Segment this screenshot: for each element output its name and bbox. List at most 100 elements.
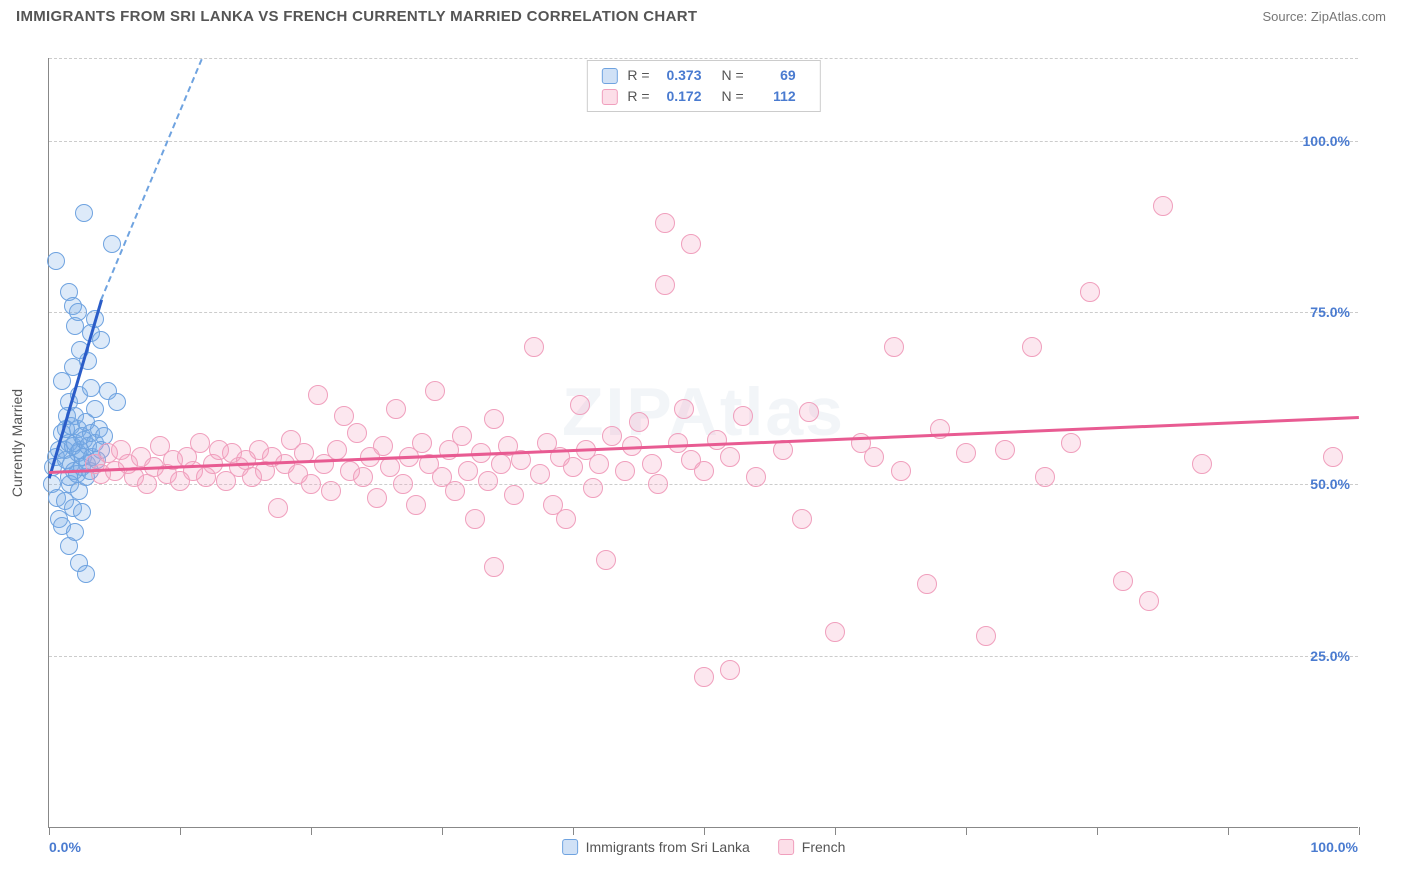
stat-n-label: N = [722, 86, 744, 107]
x-tick [835, 827, 836, 835]
chart-legend: Immigrants from Sri Lanka French [562, 839, 846, 855]
data-point [73, 503, 91, 521]
x-tick [1228, 827, 1229, 835]
data-point [563, 457, 583, 477]
data-point [995, 440, 1015, 460]
stats-box: R =0.373N =69R =0.172N =112 [586, 60, 820, 112]
stats-row: R =0.373N =69 [601, 65, 805, 86]
x-tick [1359, 827, 1360, 835]
stat-n-value: 69 [750, 65, 796, 86]
x-tick [311, 827, 312, 835]
gridline [49, 141, 1358, 142]
data-point [445, 481, 465, 501]
data-point [334, 406, 354, 426]
chart-source: Source: ZipAtlas.com [1262, 9, 1386, 24]
data-point [425, 381, 445, 401]
data-point [478, 471, 498, 491]
data-point [373, 436, 393, 456]
data-point [570, 395, 590, 415]
data-point [327, 440, 347, 460]
legend-swatch [601, 68, 617, 84]
x-tick [49, 827, 50, 835]
data-point [825, 622, 845, 642]
data-point [47, 252, 65, 270]
data-point [629, 412, 649, 432]
data-point [655, 213, 675, 233]
data-point [458, 461, 478, 481]
data-point [66, 523, 84, 541]
gridline [49, 58, 1358, 59]
data-point [268, 498, 288, 518]
stat-n-value: 112 [750, 86, 796, 107]
data-point [642, 454, 662, 474]
data-point [556, 509, 576, 529]
data-point [524, 337, 544, 357]
stat-r-label: R = [627, 65, 649, 86]
data-point [393, 474, 413, 494]
data-point [681, 234, 701, 254]
data-point [86, 400, 104, 418]
data-point [1139, 591, 1159, 611]
data-point [596, 550, 616, 570]
data-point [884, 337, 904, 357]
chart-header: IMMIGRANTS FROM SRI LANKA VS FRENCH CURR… [0, 0, 1406, 29]
legend-swatch [778, 839, 794, 855]
data-point [602, 426, 622, 446]
data-point [301, 474, 321, 494]
legend-label: French [802, 839, 846, 855]
data-point [694, 461, 714, 481]
y-tick-label: 25.0% [1310, 648, 1350, 664]
data-point [77, 565, 95, 583]
x-tick [704, 827, 705, 835]
data-point [674, 399, 694, 419]
stat-r-value: 0.172 [656, 86, 702, 107]
x-tick [442, 827, 443, 835]
data-point [1323, 447, 1343, 467]
data-point [668, 433, 688, 453]
legend-swatch [562, 839, 578, 855]
legend-swatch [601, 89, 617, 105]
data-point [694, 667, 714, 687]
y-axis-title: Currently Married [9, 388, 25, 496]
x-tick [966, 827, 967, 835]
data-point [380, 457, 400, 477]
legend-item: Immigrants from Sri Lanka [562, 839, 750, 855]
data-point [95, 427, 113, 445]
data-point [367, 488, 387, 508]
data-point [1061, 433, 1081, 453]
data-point [406, 495, 426, 515]
data-point [583, 478, 603, 498]
y-tick-label: 50.0% [1310, 476, 1350, 492]
scatter-chart: Currently Married ZIPAtlas R =0.373N =69… [48, 58, 1358, 828]
gridline [49, 656, 1358, 657]
data-point [976, 626, 996, 646]
data-point [1080, 282, 1100, 302]
data-point [353, 467, 373, 487]
data-point [69, 303, 87, 321]
gridline [49, 312, 1358, 313]
legend-label: Immigrants from Sri Lanka [586, 839, 750, 855]
data-point [82, 379, 100, 397]
data-point [452, 426, 472, 446]
data-point [1153, 196, 1173, 216]
data-point [321, 481, 341, 501]
data-point [799, 402, 819, 422]
data-point [190, 433, 210, 453]
stat-r-value: 0.373 [656, 65, 702, 86]
x-axis-label-end: 100.0% [1311, 839, 1358, 855]
data-point [720, 660, 740, 680]
data-point [746, 467, 766, 487]
data-point [707, 430, 727, 450]
data-point [465, 509, 485, 529]
y-tick-label: 100.0% [1303, 133, 1350, 149]
data-point [530, 464, 550, 484]
data-point [956, 443, 976, 463]
data-point [655, 275, 675, 295]
legend-item: French [778, 839, 846, 855]
data-point [891, 461, 911, 481]
data-point [1113, 571, 1133, 591]
stat-r-label: R = [627, 86, 649, 107]
data-point [386, 399, 406, 419]
data-point [589, 454, 609, 474]
data-point [308, 385, 328, 405]
